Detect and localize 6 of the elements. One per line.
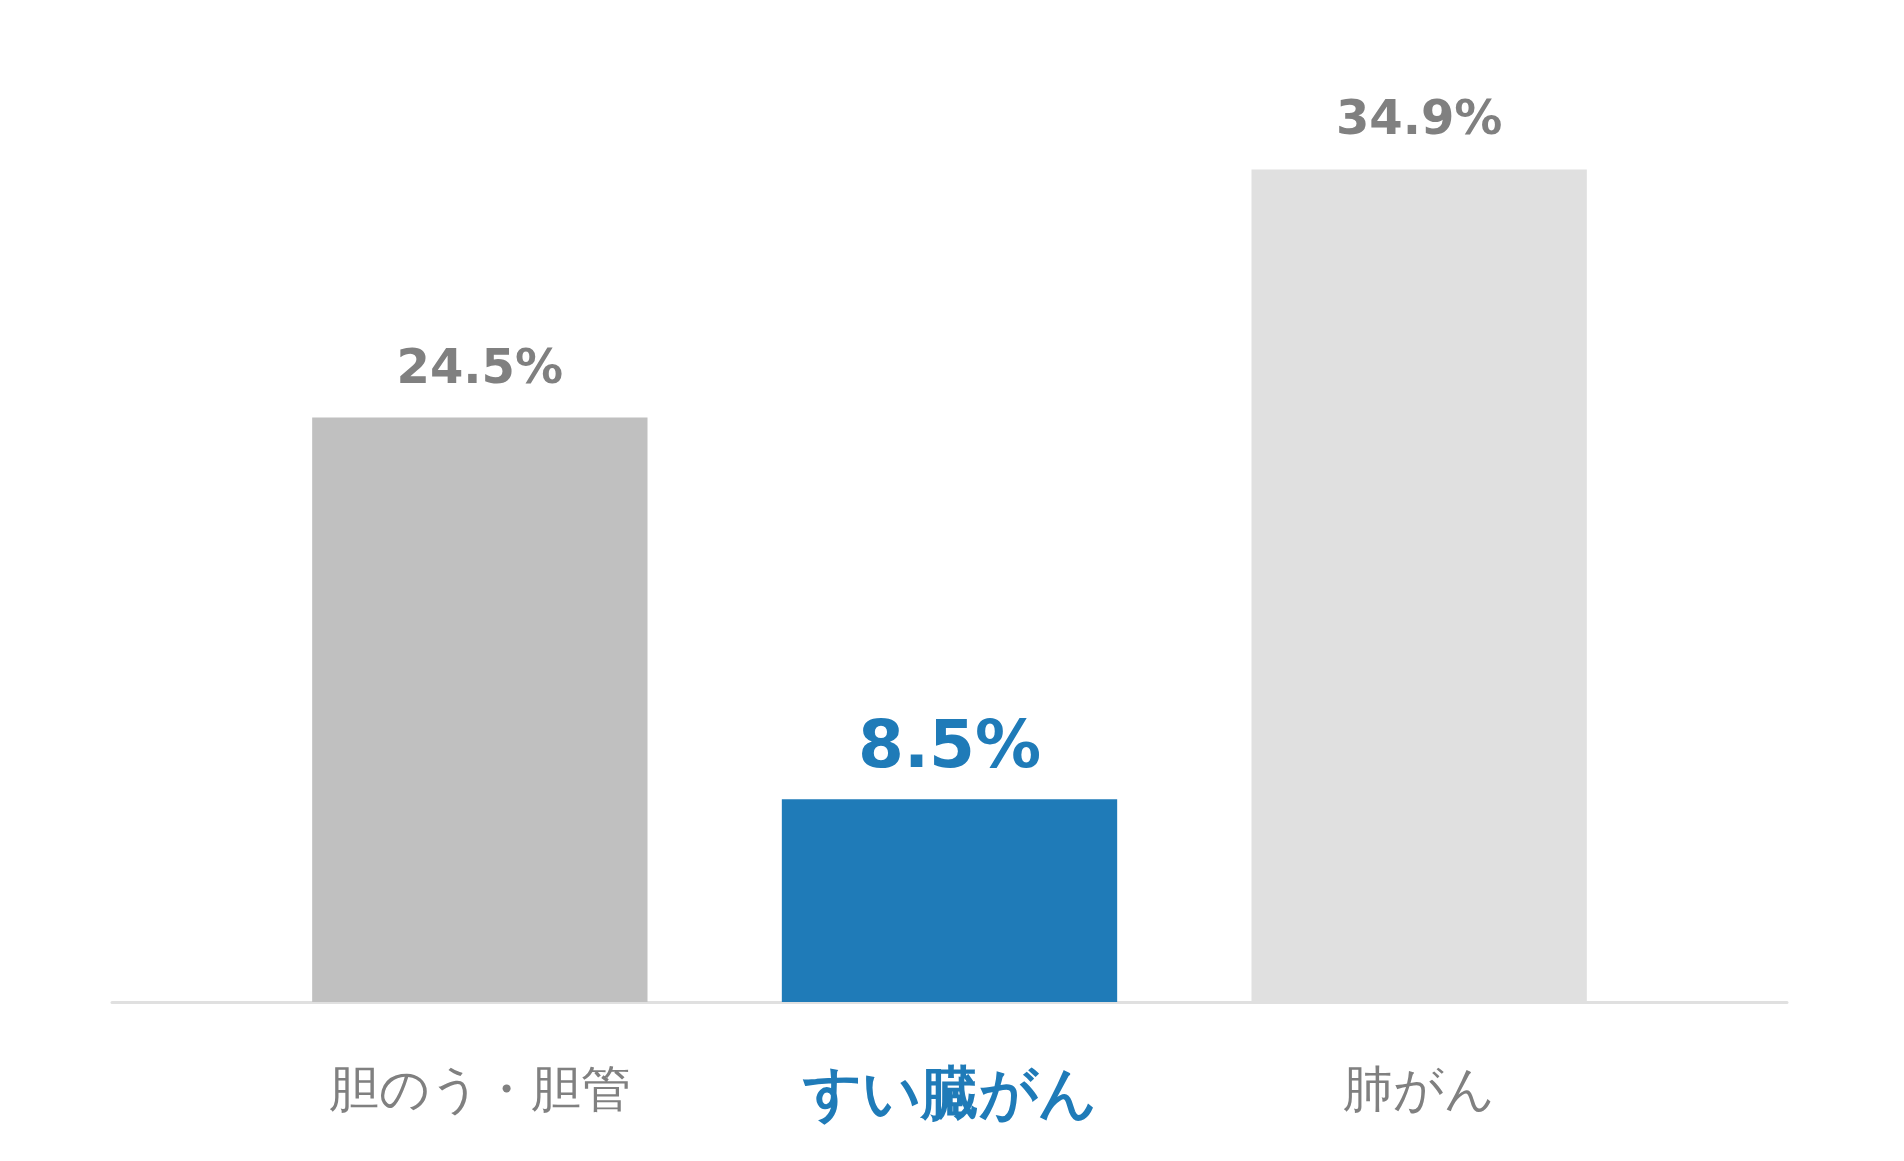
data-label: 24.5% (396, 337, 564, 394)
data-label: 8.5% (857, 705, 1042, 783)
x-tick-label: 肺がん (1343, 1060, 1496, 1118)
data-label: 34.9% (1335, 89, 1503, 146)
x-tick-label: 胆のう・胆管 (328, 1060, 631, 1118)
x-tick-label: すい臓がん (801, 1059, 1097, 1127)
